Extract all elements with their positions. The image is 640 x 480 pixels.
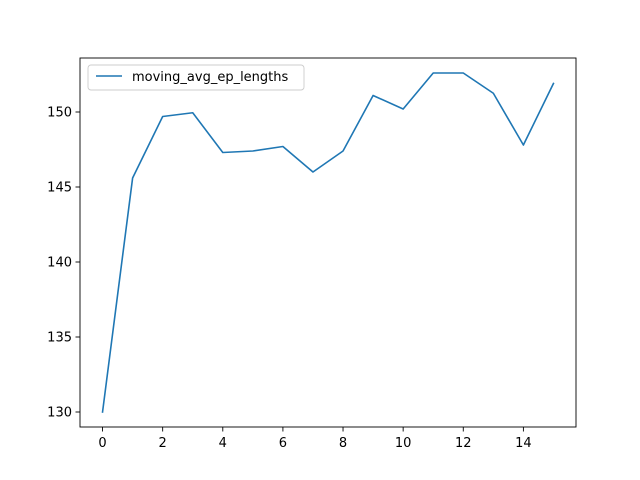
y-tick-label: 145 [47,181,72,196]
legend-label: moving_avg_ep_lengths [132,70,289,85]
legend: moving_avg_ep_lengths [87,64,305,91]
y-tick-label: 150 [47,106,72,121]
axes-frame [79,57,577,428]
legend-box [87,64,305,91]
x-tick-label: 8 [339,436,347,451]
y-tick-label: 130 [47,406,72,421]
y-axis: 130 135 140 145 150 [47,106,80,421]
series-line-moving-avg-ep-lengths [101,72,555,413]
x-tick-label: 6 [279,436,287,451]
y-tick-label: 135 [47,331,72,346]
x-tick-label: 0 [98,436,106,451]
x-tick-label: 14 [515,436,532,451]
y-tick-label: 140 [47,256,72,271]
x-tick-label: 10 [395,436,412,451]
x-tick-label: 2 [159,436,167,451]
plot-area [101,72,555,413]
x-tick-label: 4 [219,436,227,451]
x-tick-label: 12 [455,436,472,451]
x-axis: 0 2 4 6 8 10 12 14 [98,427,532,451]
